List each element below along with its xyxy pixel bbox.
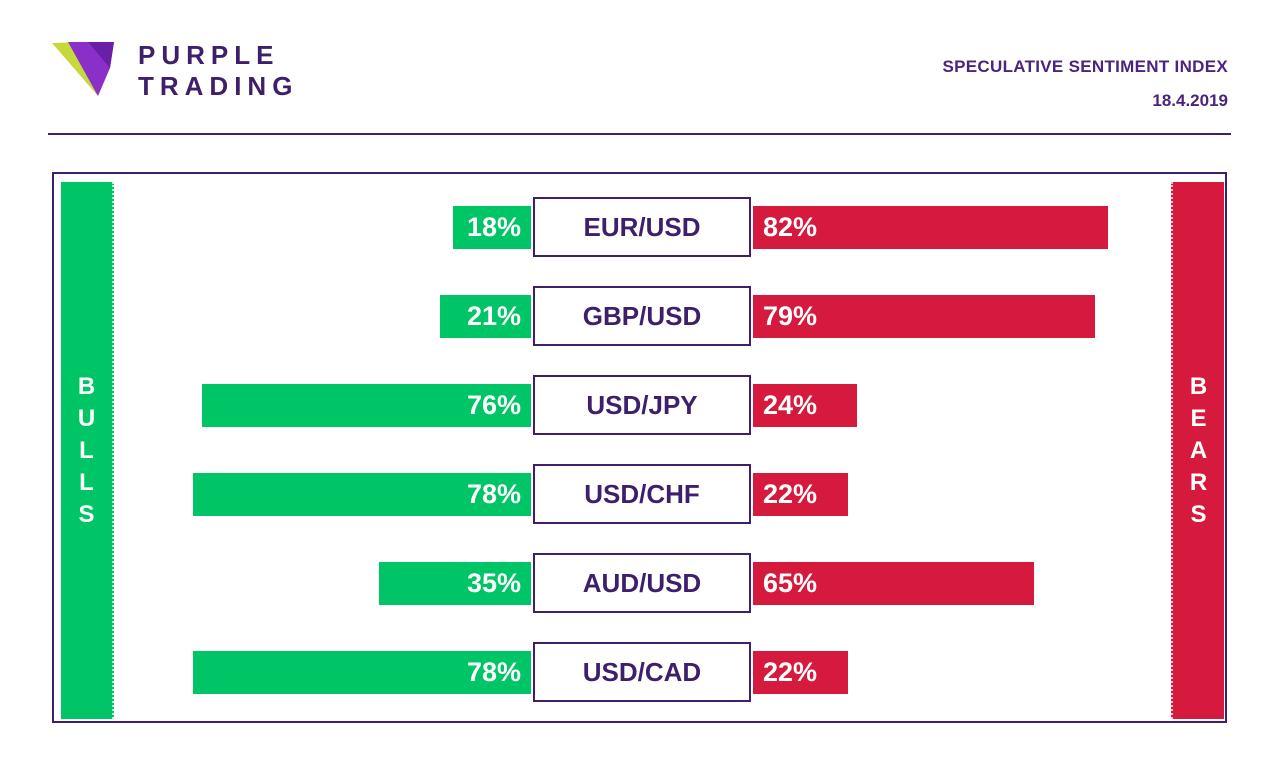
bulls-bar: 78% bbox=[193, 473, 531, 516]
chart-row: 76% USD/JPY 24% bbox=[54, 375, 1225, 435]
currency-pair-label: EUR/USD bbox=[533, 197, 751, 257]
chart-row: 78% USD/CHF 22% bbox=[54, 464, 1225, 524]
bears-bar: 22% bbox=[753, 651, 848, 694]
bears-label-letter: S bbox=[1190, 500, 1207, 528]
bears-bar: 22% bbox=[753, 473, 848, 516]
chart-row: 18% EUR/USD 82% bbox=[54, 197, 1225, 257]
header-info: SPECULATIVE SENTIMENT INDEX 18.4.2019 bbox=[943, 57, 1228, 111]
brand-name-line1: PURPLE bbox=[138, 40, 280, 70]
bulls-bar: 18% bbox=[453, 206, 531, 249]
currency-pair-label: AUD/USD bbox=[533, 553, 751, 613]
purple-trading-logo-icon bbox=[52, 42, 114, 96]
chart-row: 35% AUD/USD 65% bbox=[54, 553, 1225, 613]
bears-label-letter: R bbox=[1189, 468, 1208, 496]
bulls-label-letter: L bbox=[79, 468, 94, 496]
bulls-label-letter: S bbox=[78, 500, 95, 528]
header-divider bbox=[48, 133, 1231, 135]
bears-label-letter: E bbox=[1190, 404, 1207, 432]
currency-pair-label: USD/CHF bbox=[533, 464, 751, 524]
bulls-bar: 76% bbox=[202, 384, 531, 427]
brand-name-line2: TRADING bbox=[138, 71, 299, 101]
bulls-label-letter: L bbox=[79, 436, 94, 464]
currency-pair-label: USD/CAD bbox=[533, 642, 751, 702]
bears-bar: 65% bbox=[753, 562, 1034, 605]
chart-row: 78% USD/CAD 22% bbox=[54, 642, 1225, 702]
report-date: 18.4.2019 bbox=[1152, 91, 1228, 110]
bulls-label-letter: B bbox=[77, 372, 96, 400]
bulls-bar: 21% bbox=[440, 295, 531, 338]
bears-bar: 24% bbox=[753, 384, 857, 427]
bears-bar: 82% bbox=[753, 206, 1108, 249]
bears-bar: 79% bbox=[753, 295, 1095, 338]
bears-label-letter: A bbox=[1189, 436, 1208, 464]
bulls-bar: 78% bbox=[193, 651, 531, 694]
currency-pair-label: GBP/USD bbox=[533, 286, 751, 346]
bears-label-letter: B bbox=[1189, 372, 1208, 400]
bulls-bar: 35% bbox=[379, 562, 531, 605]
page-title: SPECULATIVE SENTIMENT INDEX bbox=[942, 57, 1228, 76]
currency-pair-label: USD/JPY bbox=[533, 375, 751, 435]
chart-row: 21% GBP/USD 79% bbox=[54, 286, 1225, 346]
bulls-label-letter: U bbox=[77, 404, 96, 432]
